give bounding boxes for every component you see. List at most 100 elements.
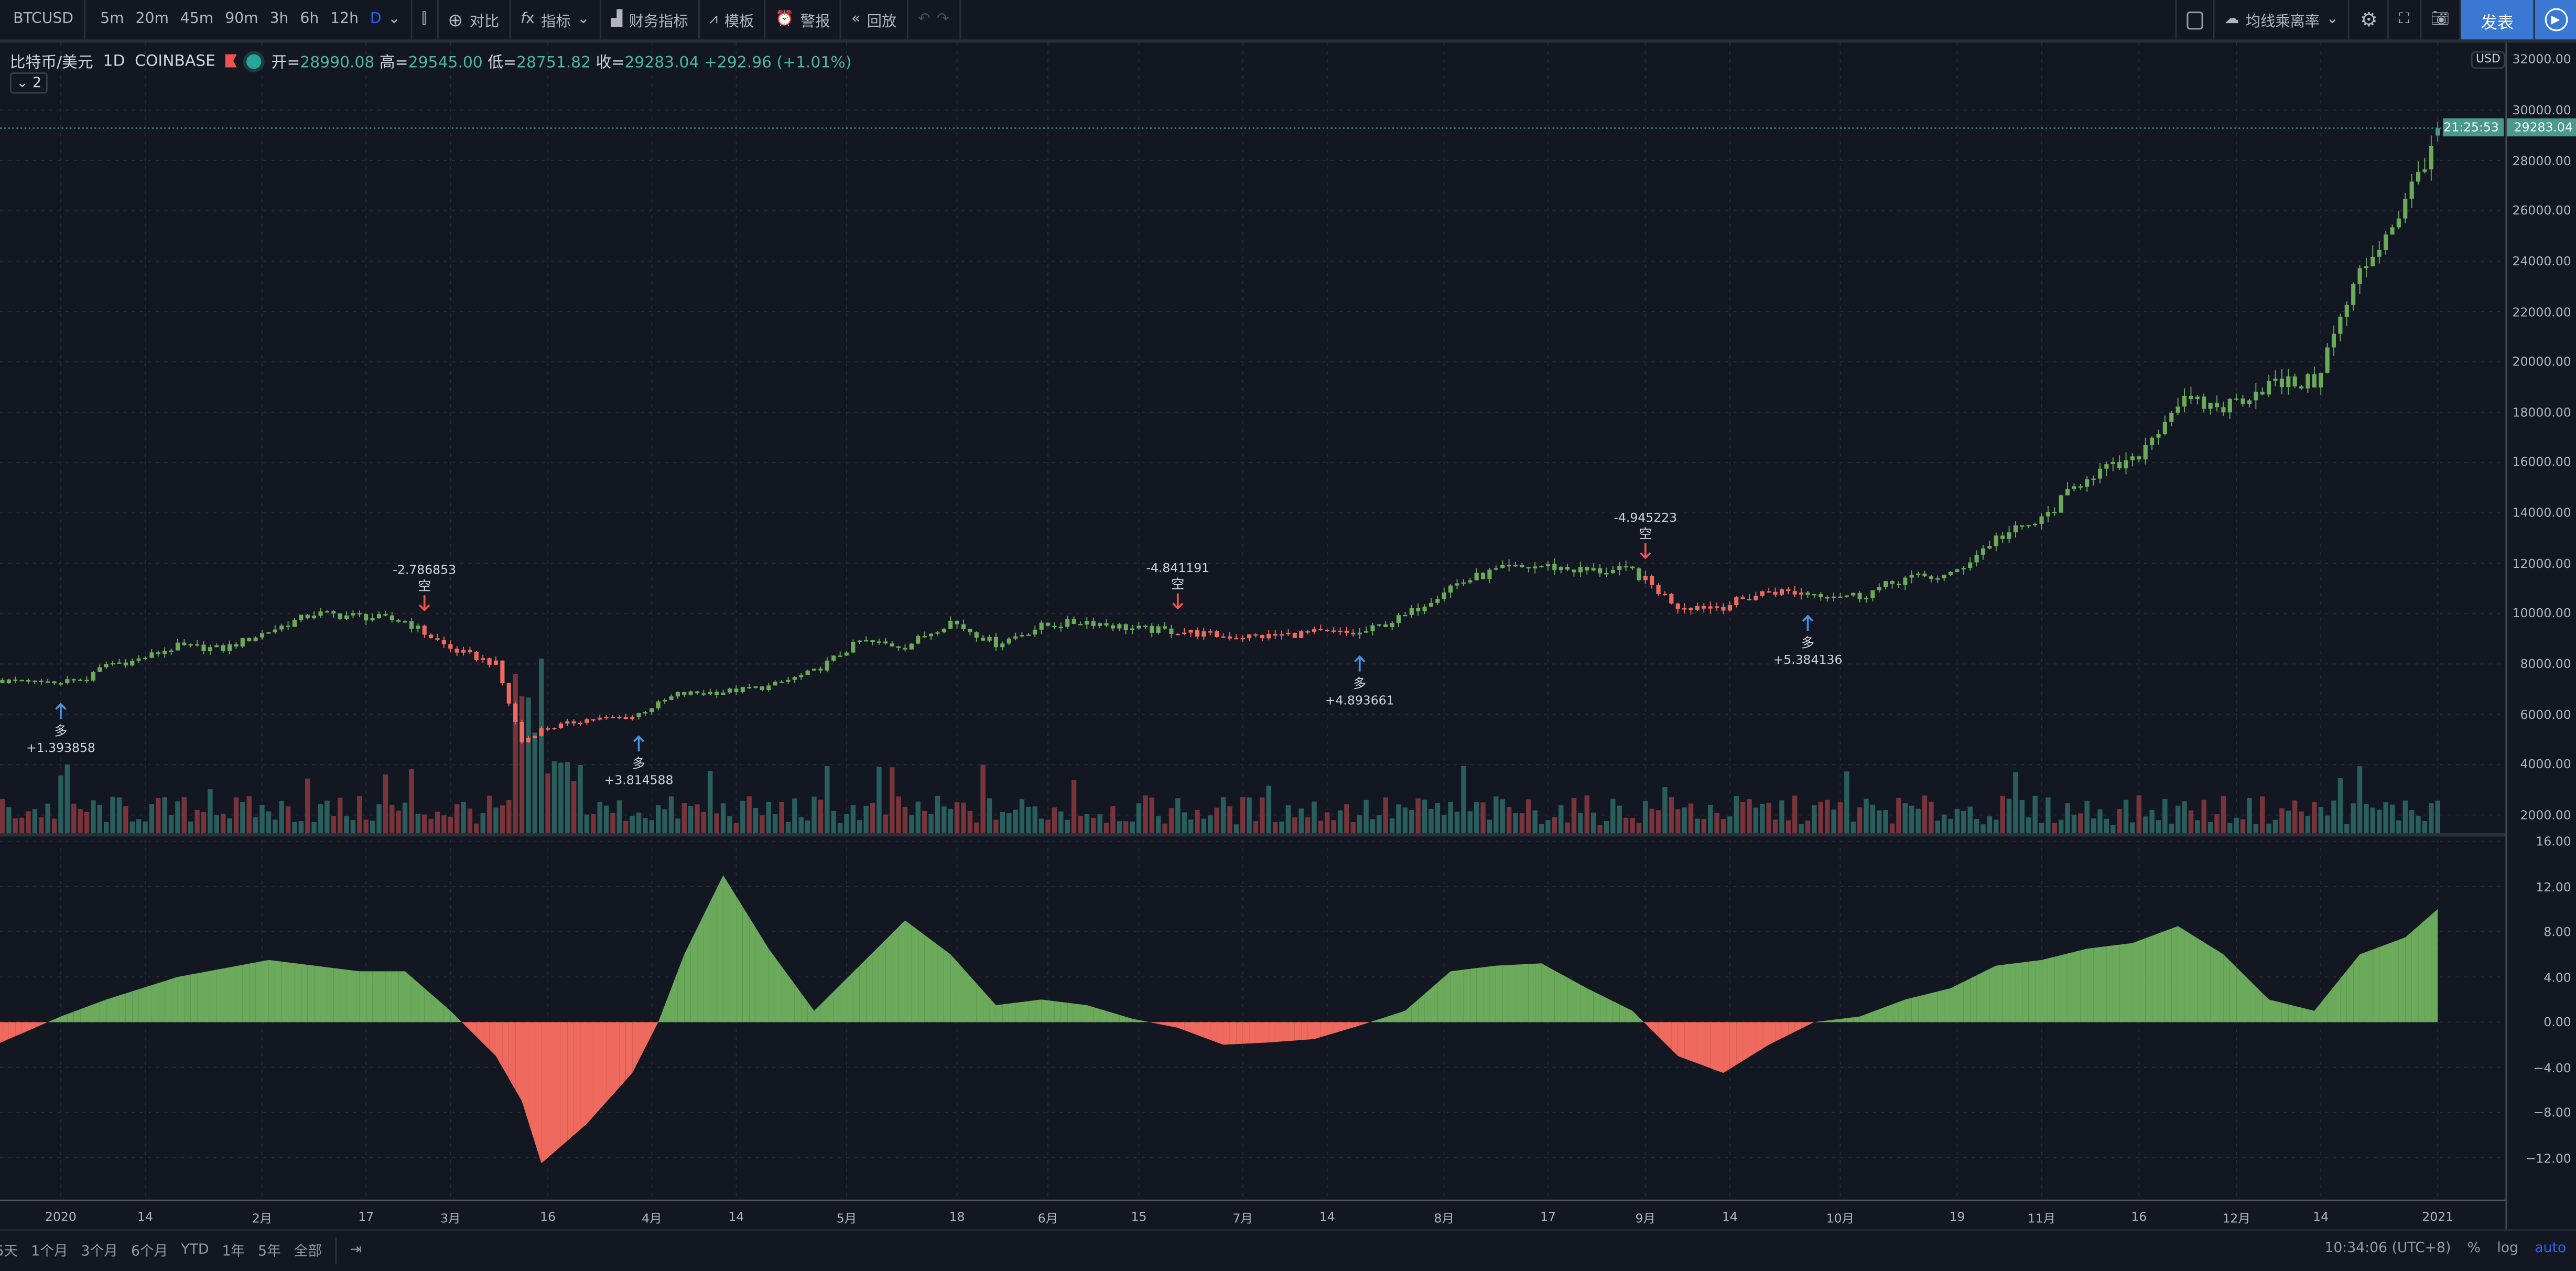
interval-90m[interactable]: 90m [225,11,258,28]
volume-bar [1136,803,1142,835]
range-3m[interactable]: 3个月 [81,1244,118,1261]
indicator-segment [282,961,288,1022]
indicator-segment [652,1022,658,1035]
time-tick-label: 15 [1131,1209,1147,1224]
volume-bar [980,764,986,835]
symbol-search[interactable]: BTCUSD [0,0,85,40]
candles [0,121,2440,744]
price-axis[interactable]: USD 32000.00 30000.00 28000.00 26000.00 2400… [2443,42,2576,1230]
candle-body [13,680,18,681]
candle-body [273,629,277,632]
volume-bar [519,696,525,835]
interval-5m[interactable]: 5m [100,11,124,28]
chart-canvas[interactable]: 多+1.393858空-2.786853多+3.814588空-4.841191… [0,0,2506,1229]
range-1y[interactable]: 1年 [222,1244,245,1261]
range-all[interactable]: 全部 [294,1244,322,1261]
candle-body [2279,379,2284,387]
candle-body [2338,316,2343,334]
indicator-segment [2113,944,2120,1022]
candle-body [766,685,771,690]
volume-bar [1649,809,1654,835]
interval-45m[interactable]: 45m [180,11,214,28]
open-label: 开= [271,54,300,72]
volume-bar [1415,798,1421,835]
clock[interactable]: 10:34:06 (UTC+8) [2324,1241,2451,1257]
auto-toggle[interactable]: auto [2535,1241,2567,1257]
range-5y[interactable]: 5年 [258,1244,281,1261]
undo-icon[interactable]: ↶ [917,11,930,28]
candle-body [130,661,135,666]
layout-toggle-button[interactable] [2177,0,2215,40]
candle-body [1396,615,1401,623]
indicator-segment [457,1017,462,1022]
chevron-down-icon[interactable]: ⌄ [388,11,401,28]
range-ytd[interactable]: YTD [181,1242,209,1259]
volume-bar [1974,818,1979,835]
interval-3h[interactable]: 3h [269,11,289,28]
indicators-button[interactable]: fx 指标 ⌄ [511,0,601,40]
candle-body [1650,576,1654,586]
candle-body [825,660,829,671]
collapse-indicators-button[interactable]: ⌄ 2 [9,72,48,94]
volume-bar [1526,799,1531,835]
settings-button[interactable]: ⚙ [2350,0,2389,40]
redo-icon[interactable]: ↷ [937,11,949,28]
pane-separator[interactable] [0,833,2576,837]
interval-12h[interactable]: 12h [330,11,359,28]
alert-button[interactable]: ⏰ 警报 [765,0,842,40]
snapshot-button[interactable]: 📷︎ [2421,0,2461,40]
candle-body [1552,564,1557,570]
interval-d[interactable]: D [370,11,382,28]
replay-label: 回放 [867,14,897,30]
percent-toggle[interactable]: % [2467,1241,2481,1257]
volume-bar [227,818,232,835]
candle-body [519,721,524,742]
interval-6h[interactable]: 6h [300,11,319,28]
interval-20m[interactable]: 20m [135,11,169,28]
candle-body [376,614,382,618]
symbol-name[interactable]: 比特币/美元 [9,54,93,72]
indicator-segment [1541,963,1548,1022]
flag-icon[interactable] [225,54,237,68]
indicator-segment [80,1007,87,1022]
layout-save-button[interactable]: ☁ 均线乘离率 ⌄ [2214,0,2351,40]
volume-bar [1636,823,1642,835]
indicator-segment [2217,950,2224,1022]
indicator-segment [1580,984,1587,1022]
currency-label[interactable]: USD [2471,51,2506,69]
chart-type-button[interactable]: ⫿ [412,0,438,40]
candle-body [656,701,661,708]
time-axis[interactable]: 2020 14 2月 17 3月 16 4月 14 5月 18 6月 15 7月 14 8月 17 9月 14 10… [0,1199,2506,1229]
indicator-segment [2204,942,2211,1022]
indicator-segment [1321,1022,1327,1037]
indicator-segment [1807,1022,1814,1026]
financials-button[interactable]: ▟ 财务指标 [601,0,700,40]
play-button[interactable]: ▶ [2535,0,2576,40]
volume-bar [1461,766,1466,835]
indicator-segment [1009,1003,1016,1022]
templates-button[interactable]: ⩘ 模板 [700,0,766,40]
candle-body [1292,632,1297,638]
candle-body [780,682,784,683]
range-6m[interactable]: 6个月 [131,1244,168,1261]
candle-body [721,692,726,695]
indicator-segment [320,966,327,1022]
range-1m[interactable]: 1个月 [31,1244,68,1261]
symbol-label[interactable]: BTCUSD [13,11,74,28]
candle-body [2175,406,2180,413]
volume-bar [1772,820,1778,835]
fullscreen-button[interactable]: ⛶ [2389,0,2421,40]
indicator-segment [1242,1022,1250,1044]
indicator-tick-label: 4.00 [2543,970,2571,985]
log-toggle[interactable]: log [2497,1241,2518,1257]
indicator-segment [560,1022,568,1147]
range-5d[interactable]: 5天 [0,1244,18,1261]
publish-button[interactable]: 发表 [2461,0,2535,40]
indicator-segment [1671,1022,1678,1056]
volume-bar [876,767,882,835]
go-to-date-icon[interactable]: ⇥ [350,1242,362,1259]
replay-button[interactable]: « 回放 [841,0,908,40]
indicator-segment [1379,1017,1386,1022]
candle-body [1422,606,1427,611]
compare-button[interactable]: ⊕ 对比 [438,0,511,40]
